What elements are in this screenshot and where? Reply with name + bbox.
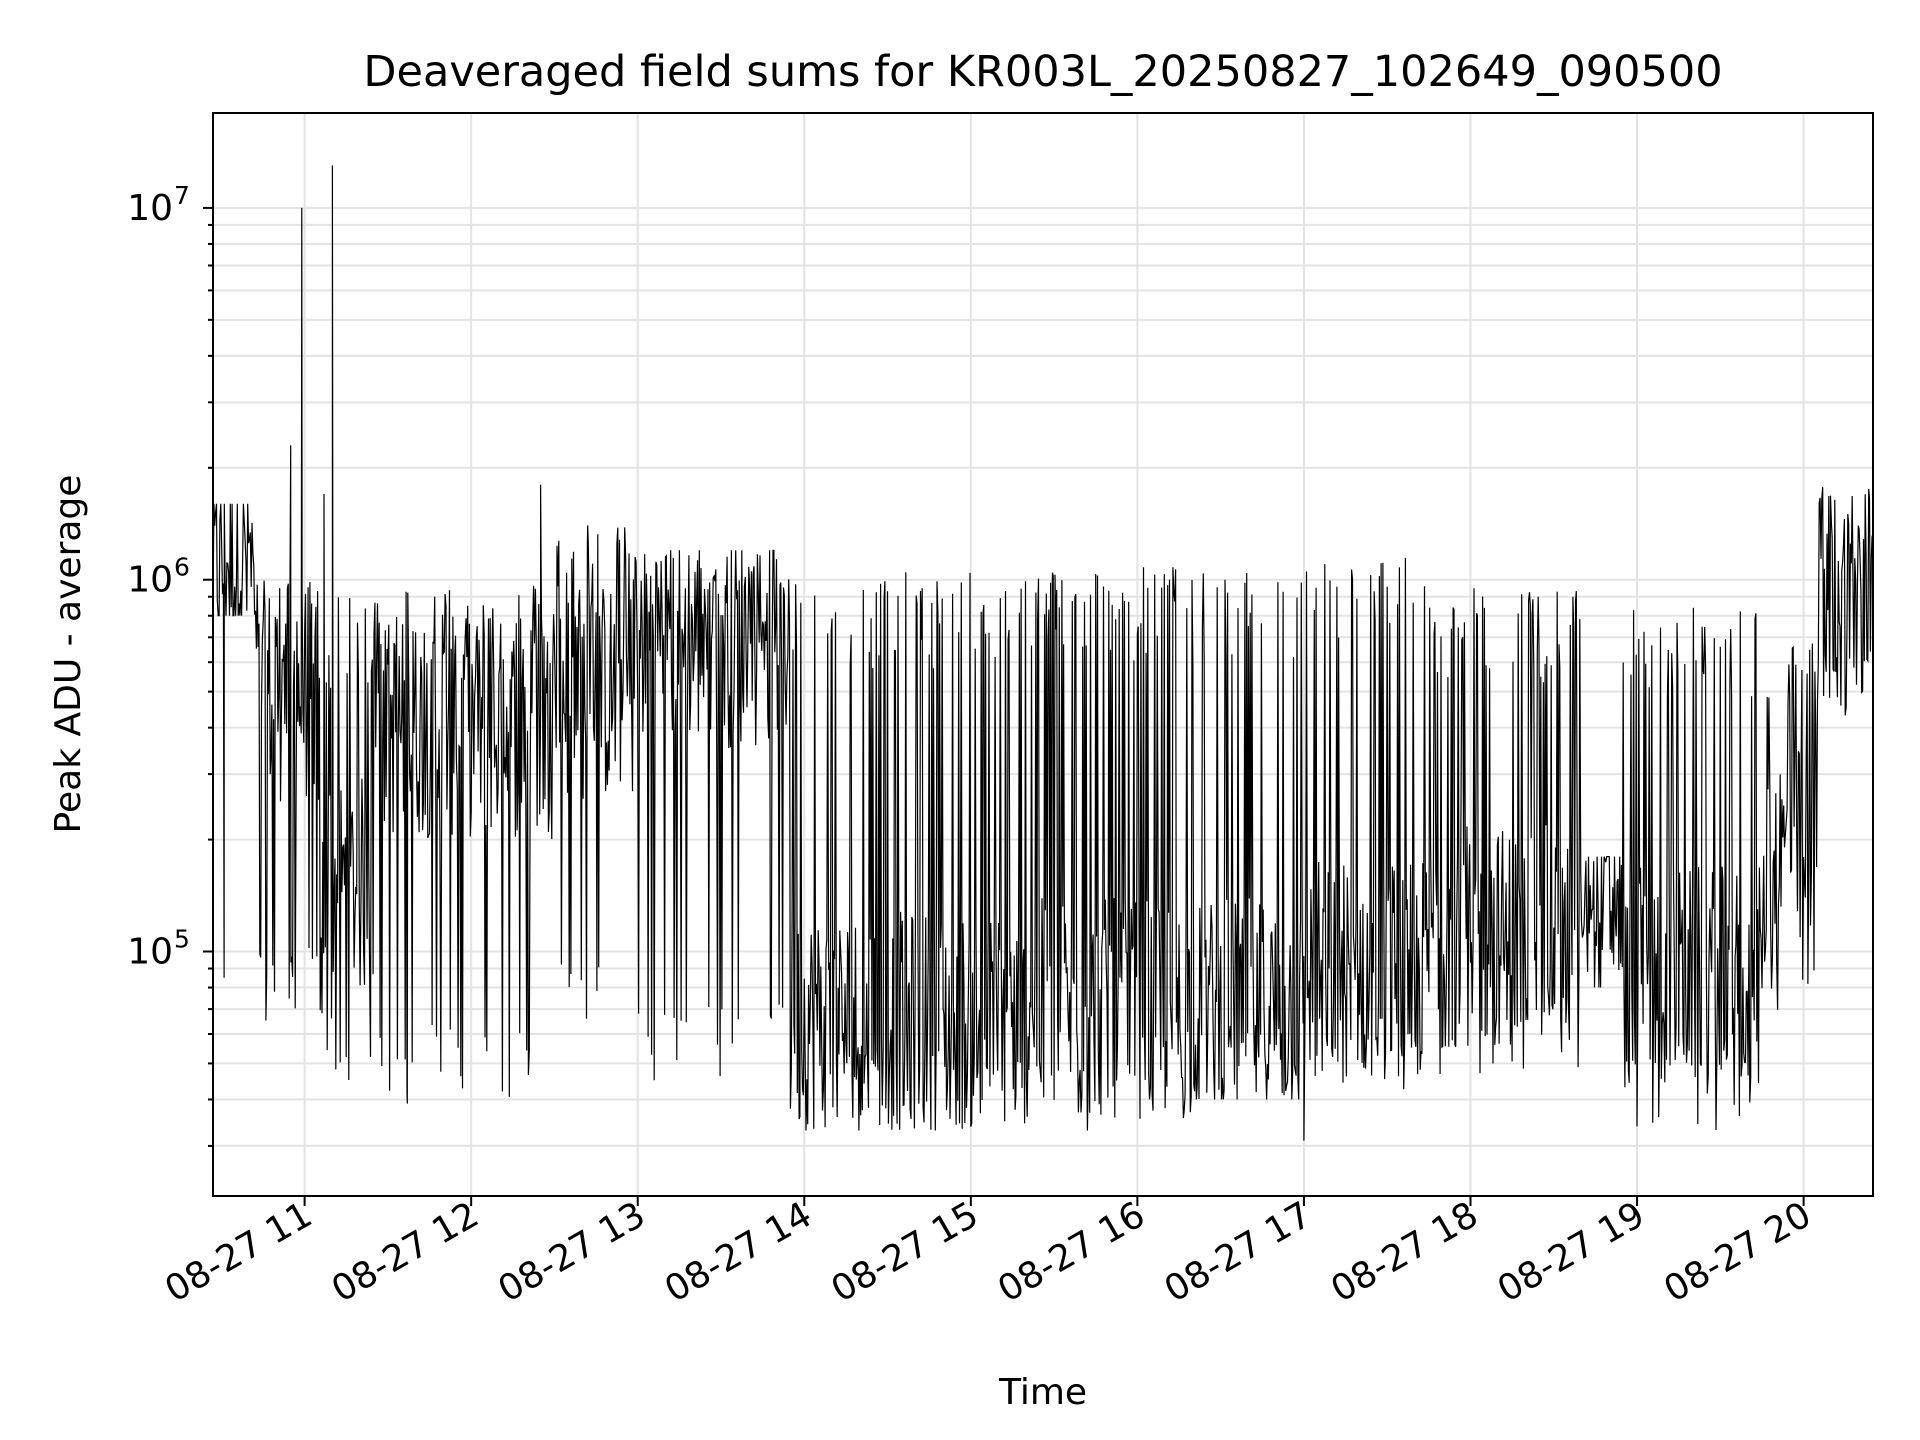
series-line <box>212 165 1873 1141</box>
x-tick-label: 08-27 15 <box>825 1194 986 1310</box>
x-axis: 08-27 11 08-27 12 08-27 13 08-27 14 08-27 15… <box>158 1194 1818 1310</box>
y-tick-exponent: 5 <box>174 925 190 954</box>
y-tick-label: 10 <box>127 560 173 601</box>
x-axis-label: Time <box>998 1372 1087 1413</box>
x-tick-label: 08-27 12 <box>325 1194 486 1310</box>
axes-frame <box>212 112 1874 1197</box>
x-tick-label: 08-27 19 <box>1491 1194 1652 1310</box>
y-tick-label: 10 <box>127 932 173 973</box>
y-tick-label: 10 <box>127 188 173 229</box>
y-tick-exponent: 7 <box>174 181 190 210</box>
x-tick-label: 08-27 18 <box>1324 1194 1485 1310</box>
plot-area <box>212 165 1873 1141</box>
x-tick-label: 08-27 17 <box>1158 1194 1319 1310</box>
x-tick-label: 08-27 13 <box>492 1194 653 1310</box>
x-tick-label: 08-27 11 <box>158 1194 319 1310</box>
y-axis-label: Peak ADU - average <box>48 475 89 834</box>
x-tick-label: 08-27 16 <box>991 1194 1152 1310</box>
chart-title: Deaveraged field sums for KR003L_2025082… <box>363 47 1722 97</box>
y-tick-exponent: 6 <box>174 553 190 582</box>
x-tick-label: 08-27 14 <box>658 1194 819 1310</box>
x-tick-label: 08-27 20 <box>1657 1194 1818 1310</box>
